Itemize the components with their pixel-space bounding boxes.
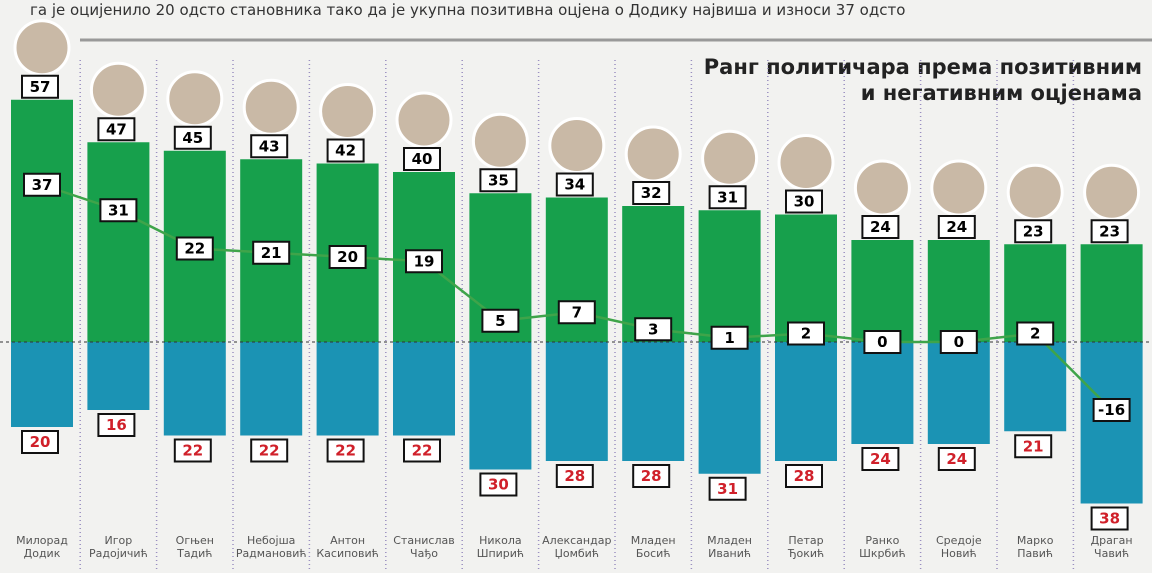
portrait (1085, 165, 1139, 219)
negative-label: 22 (335, 442, 356, 460)
negative-bar (393, 342, 455, 436)
net-label: 19 (414, 252, 435, 270)
category-label: Александар Џомбић (540, 534, 614, 560)
positive-label: 31 (717, 188, 738, 206)
category-label: Милорад Додик (5, 534, 79, 560)
portrait (779, 136, 833, 190)
positive-label: 45 (182, 129, 203, 147)
net-label: 2 (801, 325, 811, 343)
portrait (550, 119, 604, 173)
negative-label: 22 (182, 442, 203, 460)
net-label: 31 (108, 201, 129, 219)
negative-bar (87, 342, 149, 410)
positive-bar (1081, 244, 1143, 342)
positive-label: 43 (259, 137, 280, 155)
chart: Ранг политичара према позитивним и негат… (0, 0, 1152, 573)
negative-label: 28 (794, 467, 815, 485)
negative-bar (699, 342, 761, 474)
net-label: 3 (648, 320, 658, 338)
category-label: Станислав Чађо (387, 534, 461, 560)
negative-label: 24 (946, 450, 967, 468)
negative-label: 22 (259, 442, 280, 460)
negative-bar (851, 342, 913, 444)
category-label: Ранко Шкрбић (845, 534, 919, 560)
net-label: 37 (32, 176, 53, 194)
portrait (15, 21, 69, 75)
portrait (1008, 165, 1062, 219)
negative-label: 24 (870, 450, 891, 468)
category-label: Младен Иванић (693, 534, 767, 560)
negative-bar (240, 342, 302, 436)
negative-label: 28 (564, 467, 585, 485)
positive-bar (851, 240, 913, 342)
category-label: Драган Чавић (1075, 534, 1149, 560)
net-label: 7 (572, 303, 582, 321)
negative-label: 22 (412, 442, 433, 460)
page: га је оцијенило 20 одсто становника тако… (0, 0, 1152, 573)
positive-label: 24 (946, 218, 967, 236)
negative-bar (11, 342, 73, 427)
net-label: 0 (954, 333, 964, 351)
positive-label: 23 (1023, 222, 1044, 240)
category-label: Средоје Новић (922, 534, 996, 560)
portrait (91, 63, 145, 117)
portrait (703, 131, 757, 185)
net-label: 1 (724, 329, 734, 347)
negative-bar (1081, 342, 1143, 504)
net-label: 21 (261, 244, 282, 262)
positive-label: 57 (30, 78, 51, 96)
net-label: 20 (337, 248, 358, 266)
portrait (473, 114, 527, 168)
positive-bar (928, 240, 990, 342)
positive-label: 23 (1099, 222, 1120, 240)
portrait (855, 161, 909, 215)
negative-bar (546, 342, 608, 461)
positive-bar (699, 210, 761, 342)
negative-label: 20 (30, 433, 51, 451)
category-label: Марко Павић (998, 534, 1072, 560)
positive-label: 47 (106, 120, 127, 138)
positive-label: 35 (488, 171, 509, 189)
net-label: 0 (877, 333, 887, 351)
category-label: Небојша Радмановић (234, 534, 308, 560)
negative-bar (928, 342, 990, 444)
negative-label: 21 (1023, 437, 1044, 455)
negative-label: 28 (641, 467, 662, 485)
negative-bar (622, 342, 684, 461)
portrait (932, 161, 986, 215)
portrait (168, 72, 222, 126)
positive-label: 40 (412, 150, 433, 168)
category-label: Огњен Тадић (158, 534, 232, 560)
category-label: Младен Босић (616, 534, 690, 560)
negative-bar (317, 342, 379, 436)
portrait (397, 93, 451, 147)
net-label: 22 (184, 240, 205, 258)
category-label: Антон Касиповић (311, 534, 385, 560)
portrait (626, 127, 680, 181)
category-label: Никола Шпирић (463, 534, 537, 560)
negative-label: 38 (1099, 510, 1120, 528)
negative-bar (775, 342, 837, 461)
chart-title: Ранг политичара према позитивним (704, 55, 1142, 79)
net-label: -16 (1098, 401, 1125, 419)
chart-title: и негативним оцјенама (861, 81, 1142, 105)
category-label: Петар Ђокић (769, 534, 843, 560)
positive-label: 30 (794, 193, 815, 211)
net-label: 5 (495, 312, 505, 330)
positive-bar (87, 142, 149, 342)
category-label: Игор Радојичић (81, 534, 155, 560)
negative-label: 30 (488, 476, 509, 494)
net-label: 2 (1030, 325, 1040, 343)
negative-bar (164, 342, 226, 436)
negative-label: 16 (106, 416, 127, 434)
negative-bar (469, 342, 531, 470)
portrait (321, 85, 375, 139)
positive-label: 34 (564, 176, 585, 194)
portrait (244, 80, 298, 134)
negative-label: 31 (717, 480, 738, 498)
positive-label: 42 (335, 142, 356, 160)
positive-label: 32 (641, 184, 662, 202)
positive-label: 24 (870, 218, 891, 236)
positive-bar (11, 100, 73, 342)
